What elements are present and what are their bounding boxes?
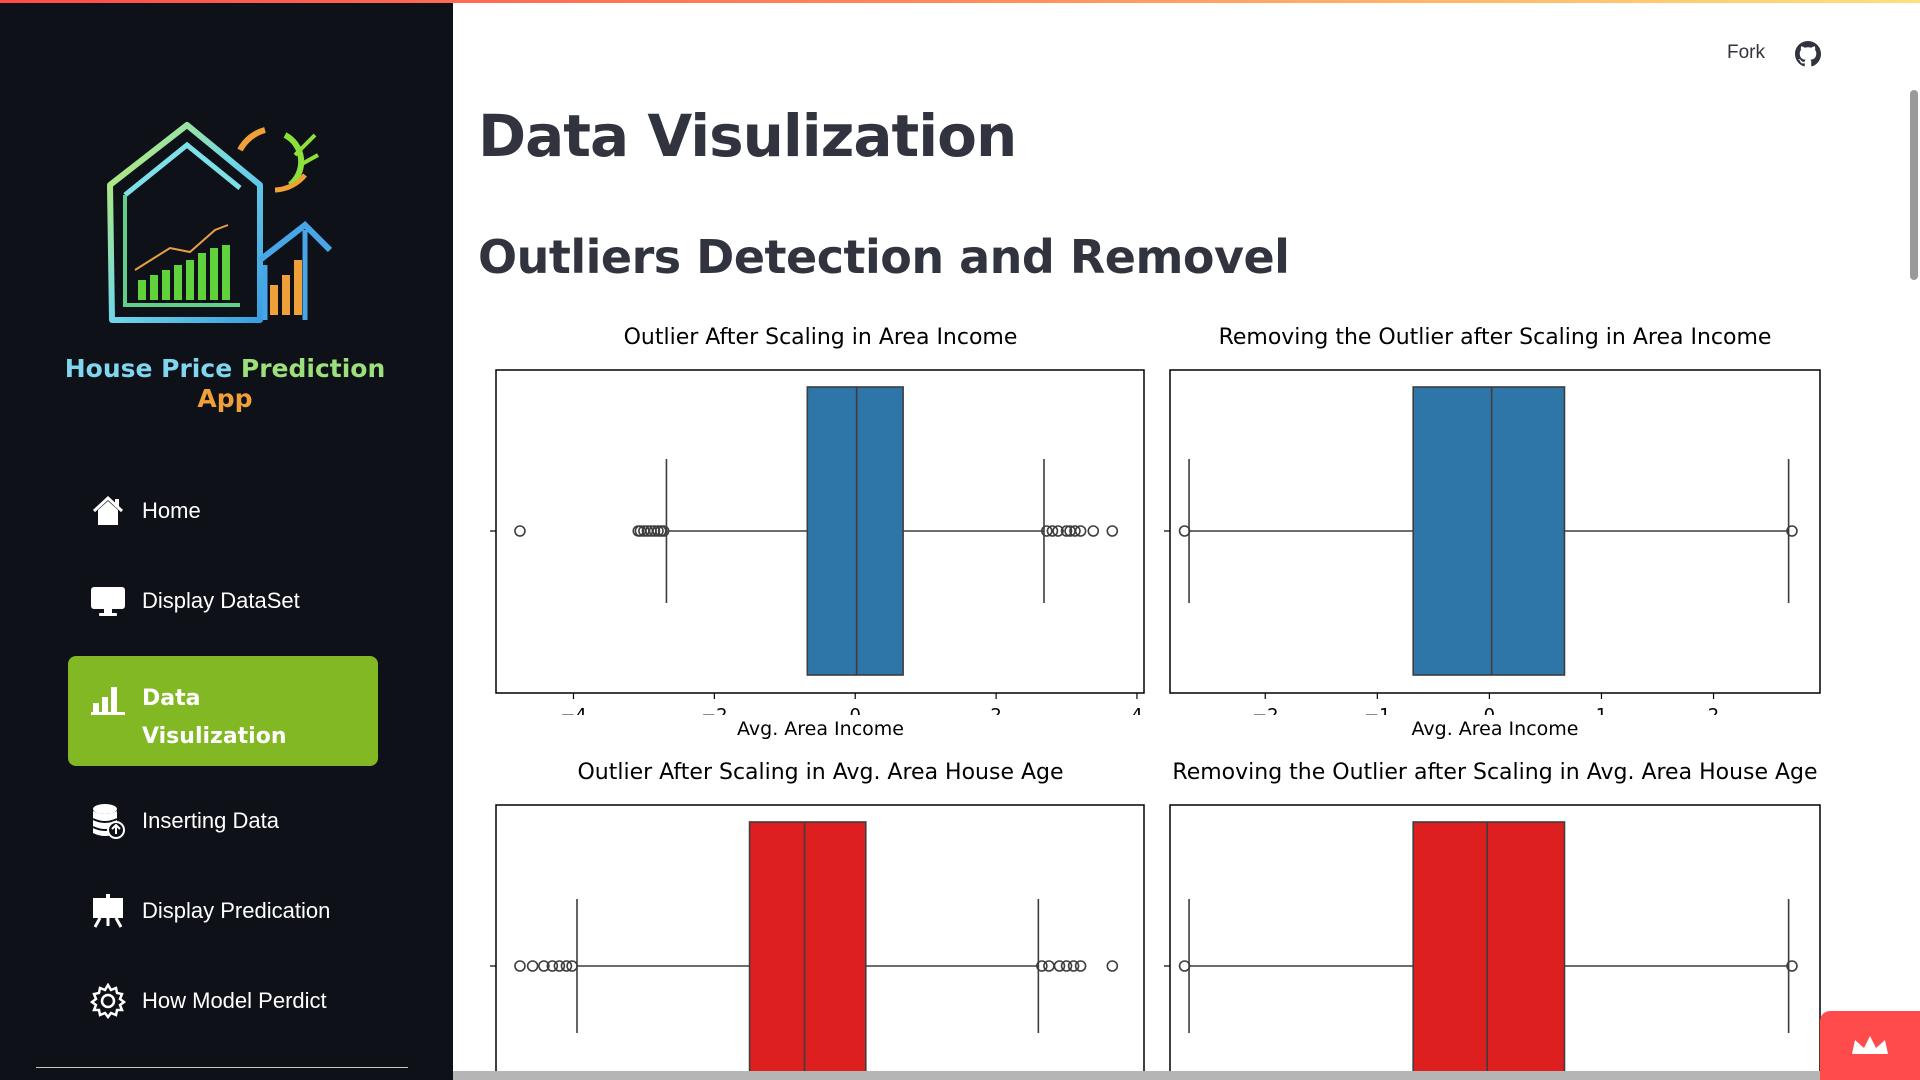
outlier-point: [1060, 960, 1073, 972]
plot-frame: [1169, 804, 1821, 1080]
app-title-word-3: App: [197, 384, 253, 413]
outlier-point: [538, 960, 550, 972]
outlier-point: [1074, 525, 1087, 537]
sidebar-item-display-dataset[interactable]: Display DataSet: [68, 566, 378, 636]
outlier-point: [1052, 525, 1064, 537]
x-tick-label: −2: [1252, 705, 1279, 715]
chart-title: Removing the Outlier after Scaling in Ar…: [1218, 325, 1772, 350]
chart-title: Removing the Outlier after Scaling in Av…: [1172, 760, 1818, 785]
sidebar-item-label: Inserting Data: [142, 808, 279, 833]
boxplot-area-income-outliers: Outlier After Scaling in Area Income −4−…: [488, 325, 1153, 745]
chart-plot: [490, 804, 1145, 1080]
outlier-point: [1053, 960, 1066, 972]
outlier-point: [657, 525, 670, 537]
sidebar-item-how-model-perdict[interactable]: How Model Perdict: [68, 966, 378, 1036]
x-axis-label: Avg. Area Income: [737, 718, 904, 740]
x-tick-label: 2: [990, 705, 1001, 715]
outlier-point: [1106, 960, 1119, 972]
outlier-point: [514, 525, 526, 537]
outlier-point: [1036, 960, 1048, 972]
iqr-box: [1412, 386, 1566, 676]
vertical-scrollbar[interactable]: [1910, 90, 1918, 280]
chart-plot: [1164, 804, 1821, 1080]
outlier-point: [526, 960, 539, 972]
x-tick-label: 0: [849, 705, 860, 715]
top-accent-bar: [0, 0, 1920, 3]
chart-title: Outlier After Scaling in Area Income: [623, 325, 1018, 350]
section-title: Outliers Detection and Removel: [478, 230, 1290, 284]
sidebar-item-inserting-data[interactable]: Inserting Data: [68, 786, 378, 856]
iqr-box: [748, 821, 867, 1080]
sidebar-item-label: How Model Perdict: [142, 988, 327, 1013]
sidebar-nav: Home Display DataSet Data Visulization I…: [68, 476, 378, 1056]
outlier-point: [1178, 960, 1191, 972]
outlier-point: [514, 960, 526, 972]
plot-frame: [495, 804, 1145, 1080]
outlier-point: [1074, 960, 1087, 972]
sidebar-item-label: Display DataSet: [142, 588, 300, 613]
sidebar-item-data-visulization[interactable]: Data Visulization: [68, 656, 378, 766]
x-tick-label: −4: [560, 705, 587, 715]
sidebar: House Price Prediction App Home Display …: [0, 0, 453, 1080]
app-title-word-1: House Price: [64, 354, 233, 383]
outlier-point: [1786, 525, 1798, 537]
outlier-point: [648, 525, 661, 537]
fork-link[interactable]: Fork: [1727, 42, 1765, 63]
boxplot-house-age-outliers: Outlier After Scaling in Avg. Area House…: [488, 760, 1153, 1080]
outlier-point: [566, 960, 578, 972]
crown-icon: [1852, 1035, 1888, 1054]
github-icon[interactable]: [1795, 41, 1821, 67]
horizontal-scrollbar[interactable]: [453, 1071, 1920, 1080]
x-tick-label: 4: [1131, 705, 1142, 715]
boxplot-area-income-cleaned: Removing the Outlier after Scaling in Ar…: [1160, 325, 1830, 745]
streamlit-badge[interactable]: [1820, 1011, 1920, 1080]
outlier-point: [546, 960, 559, 972]
x-tick-label: −1: [1364, 705, 1391, 715]
outlier-point: [553, 960, 566, 972]
chart-plot: −4 −2 0 2 4: [490, 369, 1145, 715]
outlier-point: [1040, 525, 1053, 537]
presentation-icon: [90, 893, 126, 929]
app-title: House Price Prediction App: [40, 354, 410, 414]
chart-title: Outlier After Scaling in Avg. Area House…: [577, 760, 1064, 785]
page-title: Data Visulization: [478, 102, 1017, 170]
x-tick-label: 2: [1708, 705, 1719, 715]
database-upload-icon: [90, 803, 126, 839]
app-title-word-2: Prediction: [240, 354, 386, 383]
sidebar-item-label: Data Visulization: [142, 686, 287, 749]
x-axis-label: Avg. Area Income: [1411, 718, 1579, 740]
chart-plot: −2 −1 0 1 2: [1164, 369, 1821, 715]
sidebar-item-home[interactable]: Home: [68, 476, 378, 546]
sidebar-item-label: Display Predication: [142, 898, 331, 923]
outlier-point: [1178, 525, 1191, 537]
outlier-point: [1067, 960, 1080, 972]
monitor-icon: [90, 583, 126, 619]
outlier-point: [1786, 960, 1798, 972]
sidebar-divider: [36, 1067, 408, 1068]
outlier-point: [1106, 525, 1119, 537]
app-logo: [90, 120, 370, 350]
outlier-point: [1060, 525, 1073, 537]
iqr-box: [806, 386, 904, 676]
bar-chart-icon: [90, 682, 126, 718]
gear-icon: [90, 983, 126, 1019]
x-tick-label: −2: [701, 705, 728, 715]
x-tick-label: 1: [1596, 705, 1607, 715]
home-icon: [90, 493, 126, 529]
outlier-point: [1087, 525, 1100, 537]
iqr-box: [1412, 821, 1566, 1080]
boxplot-house-age-cleaned: Removing the Outlier after Scaling in Av…: [1160, 760, 1830, 1080]
outlier-point: [1069, 525, 1081, 537]
outlier-point: [1043, 960, 1055, 972]
outlier-point: [560, 960, 573, 972]
sidebar-item-display-predication[interactable]: Display Predication: [68, 876, 378, 946]
x-tick-label: 0: [1484, 705, 1495, 715]
sidebar-item-label: Home: [142, 498, 201, 523]
outlier-point: [1046, 525, 1059, 537]
